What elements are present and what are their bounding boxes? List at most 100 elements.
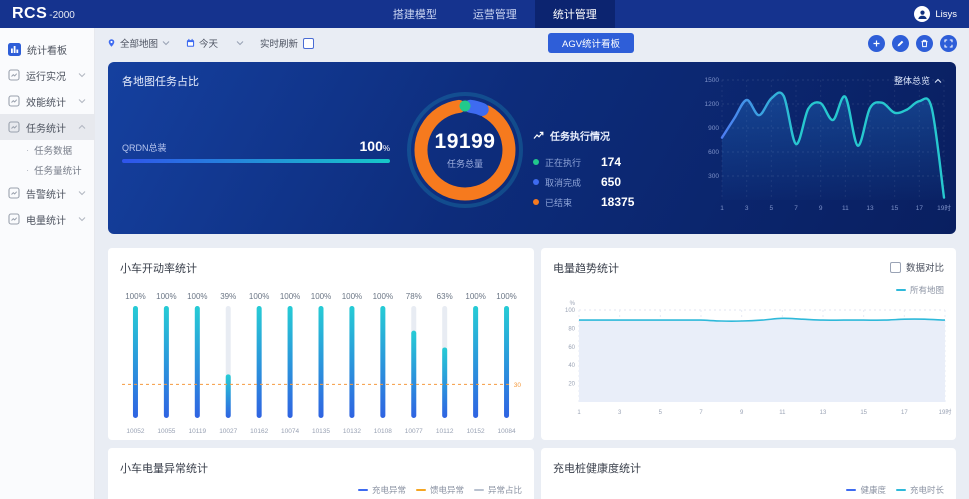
bar [380,306,386,418]
svg-text:40: 40 [568,363,575,369]
svg-text:100%: 100% [373,292,393,301]
svg-text:19时: 19时 [939,408,952,416]
svg-text:100: 100 [565,308,576,314]
add-icon [873,40,880,46]
battery-abnormal-legend: 充电异常 馈电异常 异常占比 [120,484,522,496]
sidebar-item-1[interactable]: 运行实况 [0,62,94,88]
sidebar-subitem-3-1[interactable]: · 任务量统计 [0,160,94,180]
bar [132,306,138,418]
svg-text:15: 15 [860,410,867,416]
legend-mark [895,288,906,292]
topnav-item-2[interactable]: 统计管理 [534,0,615,28]
bar [349,306,355,418]
legend-item-2[interactable]: 异常占比 [473,484,522,496]
svg-text:100%: 100% [280,292,300,301]
svg-text:5: 5 [659,410,663,416]
sidebar-subitem-3-0[interactable]: · 任务数据 [0,140,94,160]
map-filter-dropdown[interactable]: 全部地图 [107,36,170,50]
delete-button[interactable] [915,34,933,52]
svg-text:1: 1 [577,410,581,416]
svg-text:17: 17 [916,205,924,212]
legend-mark [895,488,906,492]
status-dot [533,179,539,185]
topnav-item-1[interactable]: 运营管理 [472,9,517,21]
fullscreen-button[interactable] [939,34,957,52]
legend-item-0[interactable]: 充电异常 [357,484,406,496]
svg-text:100%: 100% [465,292,485,301]
topnav-item-0[interactable]: 搭建模型 [392,9,437,21]
trend-up-icon [533,131,544,139]
topbar: RCS -2000 搭建模型 运营管理 统计管理 Lisys [0,0,969,28]
user-area[interactable]: Lisys [914,6,957,22]
sidebar-subitem-label: 任务数据 [34,146,73,157]
exec-stat-row-1: 取消完成 650 [533,175,698,189]
chevron-down-icon [78,191,86,196]
legend-item-1[interactable]: 馈电异常 [415,484,464,496]
status-dot [533,199,539,205]
svg-text:17: 17 [901,410,908,416]
battery-trend-panel: 电量趋势统计 数据对比 所有地图 % 20 40 60 80 100 1 3 5 7 9 11 13 1… [541,248,956,440]
svg-text:10152: 10152 [467,428,485,435]
chevron-up-icon [934,78,942,83]
donut-segment-finished [414,99,516,201]
exec-title: 任务执行情况 [550,132,610,143]
sidebar-item-3[interactable]: 任务统计 [0,114,94,140]
status-dot [533,159,539,165]
dashboard-actions [867,34,957,52]
top-navigation: 搭建模型 运营管理 统计管理 [375,0,615,28]
dashboard-icon [8,42,21,56]
svg-text:13: 13 [820,410,827,416]
data-compare-checkbox[interactable] [889,261,901,273]
date-filter-dropdown[interactable]: 今天 [186,36,244,50]
battery-trend-title: 电量趋势统计 [553,263,619,275]
svg-text:39%: 39% [220,292,236,301]
agv-dashboard-button[interactable]: AGV统计看板 [547,33,635,53]
map-progress-bar [122,159,390,163]
edit-button[interactable] [891,34,909,52]
svg-text:10162: 10162 [250,428,268,435]
svg-text:300: 300 [708,173,719,180]
exec-stat-label: 取消完成 [545,177,582,188]
legend-item-0[interactable]: 健康度 [846,484,886,496]
svg-text:5: 5 [770,205,774,212]
bullet-icon: · [26,144,30,156]
fullscreen-icon [944,38,953,48]
svg-text:100%: 100% [311,292,331,301]
donut-segment-running [459,100,471,112]
overview-toggle[interactable]: 整体总览 [894,74,942,87]
legend-item-0[interactable]: 所有地图 [895,284,944,296]
svg-text:20: 20 [568,382,575,388]
svg-text:900: 900 [708,125,719,132]
sidebar-item-4[interactable]: 告警统计 [0,180,94,206]
charger-health-panel: 充电桩健康度统计 健康度 充电时长 [541,448,956,499]
svg-text:100%: 100% [496,292,516,301]
svg-text:3: 3 [745,205,749,212]
legend-item-1[interactable]: 充电时长 [895,484,944,496]
realtime-refresh-toggle: 实时刷新 [260,36,315,50]
charts-row-bottom: 小车电量异常统计 充电异常 馈电异常 异常占比 个 充电桩健康度统计 [108,448,956,499]
svg-text:80: 80 [568,326,575,332]
chevron-up-icon [78,124,86,129]
svg-text:1500: 1500 [705,77,720,84]
bar [411,330,417,418]
legend-label: 充电时长 [909,485,944,495]
add-button[interactable] [867,34,885,52]
task-total-label: 任务总量 [446,159,483,169]
legend-label: 馈电异常 [429,485,464,495]
realtime-refresh-label: 实时刷新 [260,39,299,50]
sidebar-item-2[interactable]: 效能统计 [0,88,94,114]
realtime-refresh-checkbox[interactable] [303,37,315,49]
sidebar-item-0[interactable]: 统计看板 [0,36,94,62]
task-stats-icon [8,121,20,133]
charts-row: 小车开动率统计 100% 10052 100% 10055 100% 10119 39… [108,248,956,440]
sidebar-item-5[interactable]: 电量统计 [0,206,94,232]
bar [256,306,262,418]
sidebar-subitem-label: 任务量统计 [34,166,82,177]
map-progress: QRDN总装 100% [122,138,390,163]
legend-label: 所有地图 [909,285,944,295]
username: Lisys [935,8,957,20]
hero-title: 各地图任务占比 [122,76,199,88]
bar [163,306,169,418]
avatar[interactable] [914,6,931,22]
